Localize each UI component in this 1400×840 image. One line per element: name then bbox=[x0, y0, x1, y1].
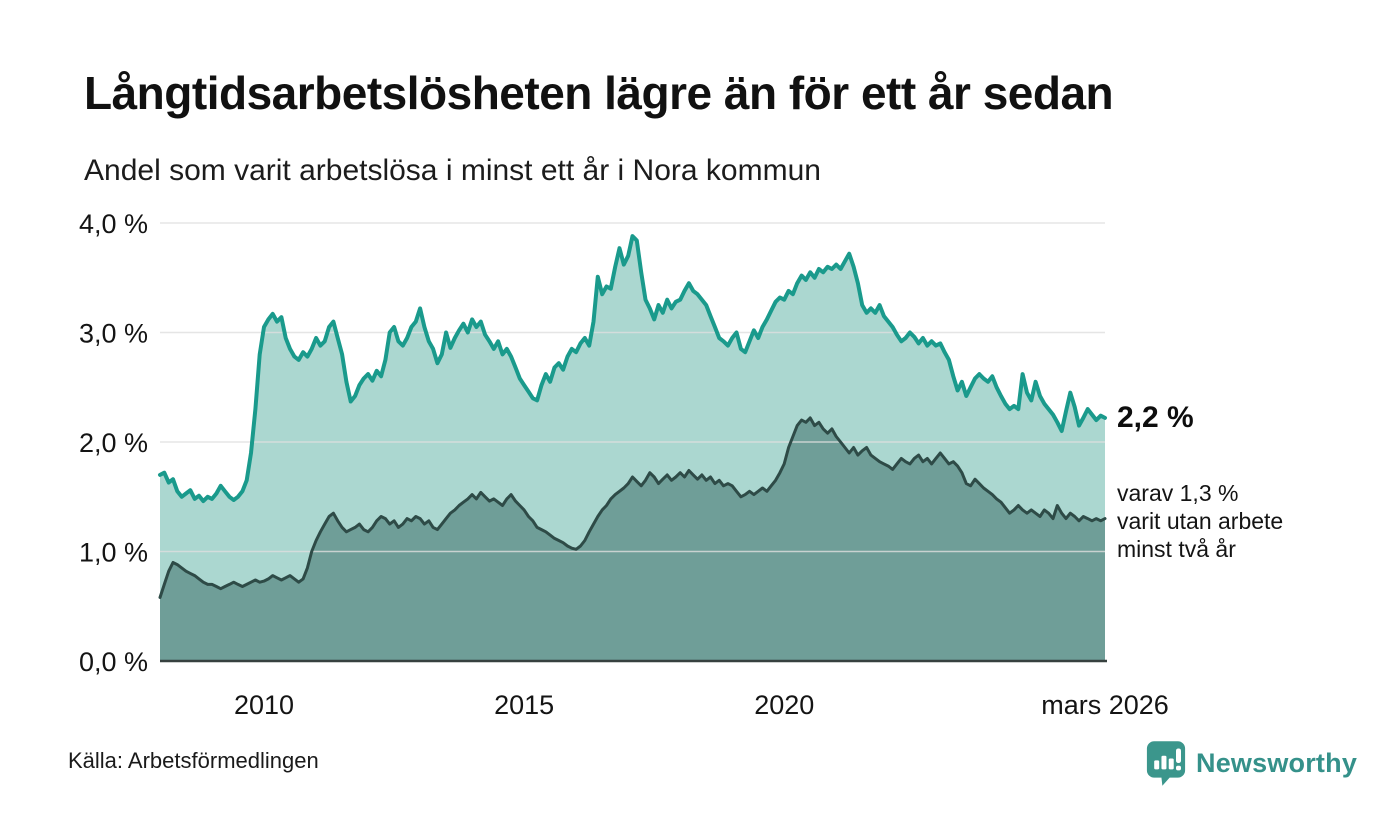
y-tick-label: 1,0 % bbox=[79, 538, 148, 568]
source-attribution: Källa: Arbetsförmedlingen bbox=[68, 748, 319, 773]
logo-bar-3 bbox=[1168, 758, 1174, 770]
y-tick-labels: 0,0 % 1,0 % 2,0 % 3,0 % 4,0 % bbox=[79, 209, 148, 677]
x-tick-labels: 2010 2015 2020 mars 2026 bbox=[234, 690, 1169, 720]
x-tick-label: 2015 bbox=[494, 690, 554, 720]
y-tick-label: 0,0 % bbox=[79, 647, 148, 677]
secondary-value-note: varav 1,3 % varit utan arbete minst två … bbox=[1117, 479, 1283, 563]
brand-name: Newsworthy bbox=[1196, 748, 1358, 778]
logo-bar-2 bbox=[1161, 755, 1167, 770]
two-year-line bbox=[158, 416, 1107, 599]
gridlines bbox=[160, 222, 1105, 553]
logo-exclamation-bar bbox=[1176, 748, 1181, 764]
x-tick-label: 2010 bbox=[234, 690, 294, 720]
secondary-note-line3: minst två år bbox=[1117, 536, 1236, 562]
chart-subtitle: Andel som varit arbetslösa i minst ett å… bbox=[84, 154, 821, 187]
page-title: Långtidsarbetslösheten lägre än för ett … bbox=[84, 67, 1114, 119]
latest-value-label: 2,2 % bbox=[1117, 401, 1194, 434]
logo-exclamation-dot bbox=[1176, 765, 1181, 771]
secondary-note-line1: varav 1,3 % bbox=[1117, 480, 1239, 506]
total-line bbox=[158, 234, 1107, 504]
secondary-note-line2: varit utan arbete bbox=[1117, 508, 1284, 534]
newsworthy-icon bbox=[1146, 741, 1186, 786]
brand-logo: Newsworthy bbox=[1146, 740, 1357, 787]
y-tick-label: 2,0 % bbox=[79, 428, 148, 458]
x-tick-label: 2020 bbox=[754, 690, 814, 720]
y-tick-label: 4,0 % bbox=[79, 209, 148, 239]
logo-bar-1 bbox=[1154, 760, 1160, 770]
two-year-area bbox=[160, 417, 1105, 661]
y-tick-label: 3,0 % bbox=[79, 319, 148, 349]
x-tick-label: mars 2026 bbox=[1041, 690, 1169, 720]
